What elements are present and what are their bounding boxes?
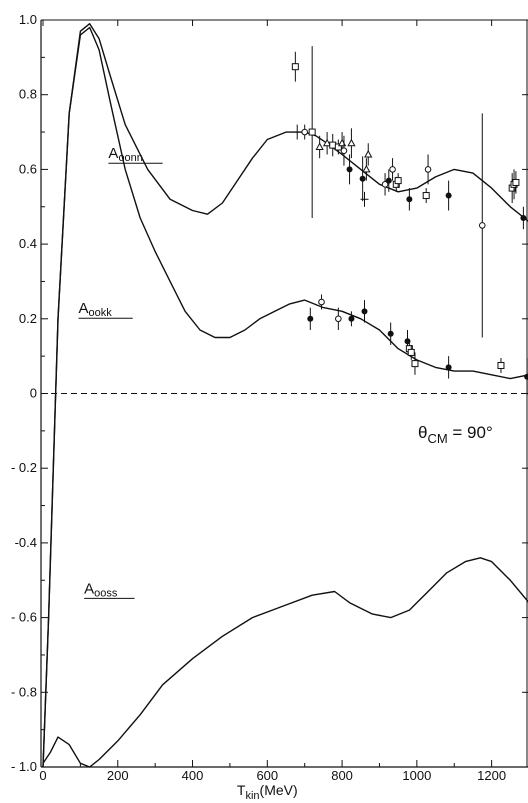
point-filled-oonn	[406, 196, 413, 203]
point-filled-ookk	[348, 315, 355, 322]
point-triangle-oonn	[322, 138, 332, 147]
point-square-oonn	[394, 177, 402, 185]
point-square-oonn	[308, 128, 316, 136]
y-axis-ticks: 1.0 0.8 0.6 0.4 0.2 0 - 0.2 -0.4 - 0.6 - 0.8 - 1.0	[11, 12, 528, 774]
point-filled-oonn	[445, 192, 452, 199]
point-open-oonn	[301, 128, 308, 136]
point-open-oonn	[424, 166, 432, 173]
x-tick-label: 400	[182, 768, 204, 783]
y-tick-label: 0.2	[19, 311, 37, 326]
y-tick-label: - 1.0	[11, 759, 37, 774]
x-axis-label-main: T	[237, 782, 246, 798]
x-tick-label: 1200	[477, 768, 506, 783]
annotation-tail: = 90°	[448, 423, 493, 442]
curve-label-ookk: Aookk	[79, 300, 113, 319]
y-tick-label: 0.4	[19, 236, 37, 251]
point-triangle-oonn	[315, 142, 324, 150]
y-tick-label: 1.0	[19, 12, 37, 27]
y-tick-label: 0.8	[19, 87, 37, 102]
point-filled-ookk	[445, 364, 452, 371]
y-tick-label: -0.4	[15, 535, 37, 550]
curves	[42, 23, 528, 768]
point-open-oonn	[381, 181, 389, 188]
y-tick-label: 0	[30, 386, 37, 401]
point-filled-oonn	[359, 175, 366, 182]
x-axis-label: Tkin(MeV)	[237, 782, 298, 802]
x-tick-label: 1000	[402, 768, 431, 783]
point-open-oonn	[478, 222, 486, 229]
x-tick-label: 800	[331, 768, 353, 783]
curve-ooss	[42, 557, 528, 768]
curve-label-oonn: Aoonn	[108, 145, 143, 164]
x-tick-label: 600	[256, 768, 278, 783]
x-axis-ticks: 0 200 400 600 800 1000 1200	[39, 20, 506, 783]
curve-labels: Aoonn Aookk Aooss	[78, 145, 163, 599]
point-square-ookk	[411, 360, 419, 368]
curve-oonn	[42, 23, 528, 768]
y-tick-label: - 0.2	[11, 460, 37, 475]
annotation-main: θ	[418, 423, 427, 442]
point-square-oonn	[512, 178, 520, 186]
point-open-oonn	[389, 166, 396, 173]
point-open-ookk	[335, 315, 342, 323]
point-open-oonn	[340, 147, 348, 155]
x-tick-label: 0	[39, 768, 46, 783]
point-filled-ookk	[361, 308, 368, 315]
point-square-oonn	[291, 63, 299, 71]
point-filled-ookk	[387, 330, 394, 337]
point-open-ookk	[318, 298, 325, 306]
point-triangle-oonn	[347, 138, 356, 147]
curve-ookk	[42, 26, 528, 768]
point-filled-oonn	[385, 177, 392, 184]
y-tick-label: - 0.8	[11, 684, 37, 699]
x-tick-label: 200	[107, 768, 129, 783]
point-filled-oonn	[346, 166, 353, 173]
point-square-oonn	[329, 141, 337, 149]
point-filled-ookk	[307, 315, 314, 322]
point-square-oonn	[422, 192, 430, 200]
point-filled-oonn	[520, 214, 527, 221]
annotation-sub: CM	[427, 431, 447, 446]
data-points	[291, 46, 528, 396]
point-triangle-oonn	[364, 149, 373, 158]
theta-cm-annotation: θCM = 90°	[418, 423, 493, 446]
point-triangle-oonn	[362, 164, 371, 173]
y-tick-label: - 0.6	[11, 610, 37, 625]
x-axis-label-sub: kin	[245, 790, 259, 802]
point-square-oonn	[334, 143, 342, 151]
point-square-ookk	[407, 348, 415, 356]
y-tick-label: 0.6	[19, 161, 37, 176]
point-square-ookk	[497, 361, 505, 369]
x-axis-label-unit: (MeV)	[260, 782, 298, 798]
point-filled-ookk	[524, 373, 528, 380]
curve-label-ooss: Aooss	[84, 580, 118, 599]
